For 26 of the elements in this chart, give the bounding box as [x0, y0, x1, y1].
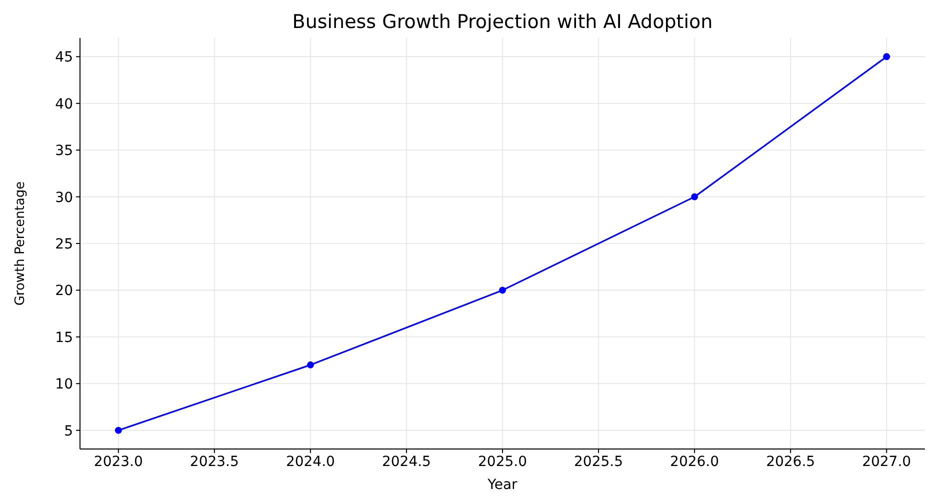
y-tick-label: 20	[55, 283, 73, 300]
y-tick-label: 35	[55, 143, 73, 160]
y-tick-label: 40	[55, 96, 73, 112]
chart-title: Business Growth Projection with AI Adoption	[292, 11, 713, 33]
x-tick-label: 2023.5	[190, 454, 239, 470]
x-tick-label: 2026.5	[766, 454, 816, 470]
x-tick-label: 2024.5	[382, 454, 431, 470]
y-tick-label: 45	[55, 50, 73, 66]
x-axis-title: Year	[486, 477, 518, 493]
x-tick-label: 2026.0	[670, 454, 720, 470]
point	[306, 361, 314, 368]
y-tick-label: 5	[64, 423, 73, 440]
y-tick-label: 30	[55, 190, 73, 206]
y-tick-label: 25	[55, 236, 73, 252]
x-tick-label: 2025.5	[574, 454, 624, 470]
point	[114, 426, 122, 434]
x-tick-label: 2024.0	[286, 454, 335, 470]
y-tick-label: 15	[55, 330, 73, 346]
x-tick-label: 2025.0	[478, 454, 527, 470]
point	[691, 193, 698, 200]
point	[499, 286, 506, 294]
x-tick-label: 2023.0	[94, 454, 143, 470]
y-axis-title: Growth Percentage	[13, 181, 28, 306]
point	[883, 53, 890, 60]
x-tick-label: 2027.0	[862, 454, 912, 470]
y-tick-label: 10	[55, 376, 73, 393]
